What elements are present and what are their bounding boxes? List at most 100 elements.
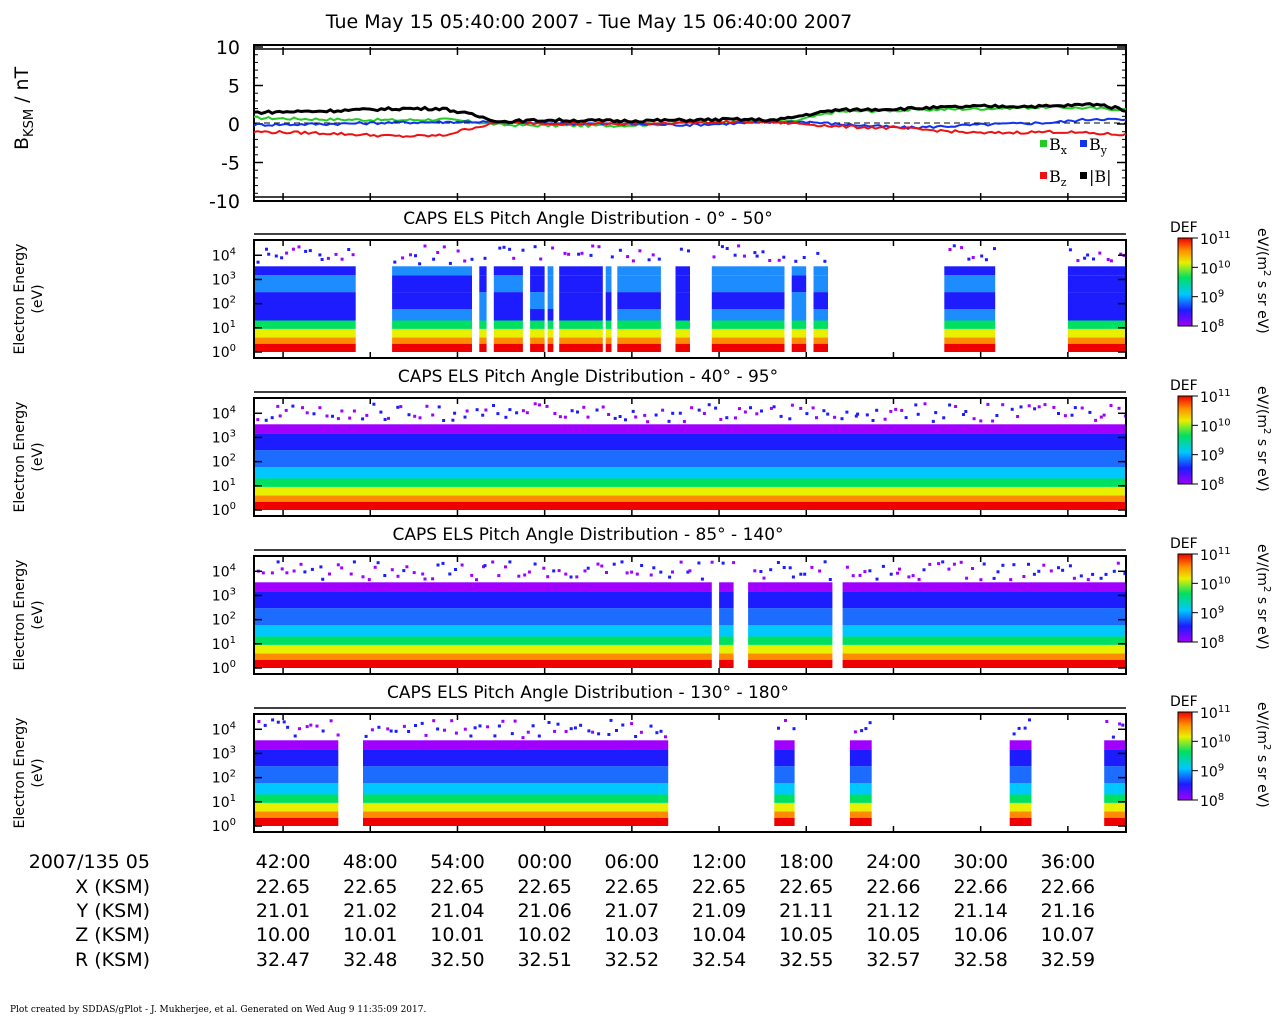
- spectrogram-cell: [1067, 328, 1126, 338]
- spectrogram-speckle: [570, 409, 574, 413]
- spectrogram-cell: [849, 794, 872, 803]
- spectrogram-cell: [547, 266, 554, 276]
- spectrogram-speckle: [583, 569, 587, 573]
- spectrogram-speckle: [631, 259, 635, 263]
- colorbar-tick-label: 109: [1200, 447, 1224, 465]
- spectrogram-speckle: [582, 405, 586, 409]
- colorbar-tick-label: 109: [1200, 605, 1224, 623]
- colorbar-tick-label: 1010: [1200, 259, 1231, 277]
- ephemeris-value: 22.65: [605, 876, 659, 898]
- spectrogram-cell: [944, 320, 996, 329]
- energy-tick-label: 103: [212, 428, 236, 446]
- spectrogram-cell: [254, 802, 339, 812]
- spectrogram-speckle: [734, 416, 737, 420]
- ephemeris-value: 32.50: [430, 949, 484, 971]
- spectrogram-speckle: [896, 571, 899, 575]
- spectrogram-cell: [559, 343, 603, 352]
- spectrogram-speckle: [521, 248, 525, 252]
- ephemeris-row-label: Z (KSM): [75, 924, 150, 946]
- spectrogram-speckle: [826, 412, 830, 416]
- time-tick-label: 06:00: [604, 851, 659, 873]
- spectrogram-speckle: [788, 566, 792, 570]
- spectrogram-speckle: [539, 257, 543, 261]
- colorbar-unit: eV/(m2 s sr eV): [1254, 386, 1272, 492]
- spectrogram-speckle: [492, 404, 495, 407]
- spectrogram-speckle: [1116, 561, 1120, 565]
- spectrogram-speckle: [486, 725, 490, 729]
- spectrogram-speckle: [510, 732, 514, 736]
- spectrogram-speckle: [587, 729, 591, 733]
- spectrogram-speckle: [788, 417, 792, 421]
- colorbar-tick-label: 108: [1200, 476, 1224, 494]
- spectrogram-speckle: [1099, 415, 1103, 419]
- spectrogram-speckle: [652, 566, 656, 570]
- spectrogram-speckle: [714, 406, 718, 410]
- spectrogram-speckle: [995, 414, 999, 417]
- spectrogram-cell: [719, 659, 734, 668]
- spectrogram-cell: [944, 266, 996, 276]
- spectrogram-speckle: [1118, 722, 1122, 726]
- spectrogram-speckle: [792, 727, 796, 731]
- spectrogram-speckle: [263, 723, 267, 727]
- spectrogram-cell: [617, 266, 661, 276]
- energy-tick-label: 102: [212, 611, 236, 629]
- spectrogram-speckle: [931, 419, 935, 423]
- spectrogram-speckle: [436, 251, 440, 254]
- spectrogram-cell: [254, 486, 1126, 496]
- spectrogram-cell: [254, 636, 712, 645]
- energy-tick-label: 102: [212, 453, 236, 471]
- spectrogram-speckle: [916, 412, 920, 416]
- spectrogram-speckle: [889, 572, 893, 576]
- spectrogram-speckle: [682, 420, 686, 423]
- spectrogram-speckle: [799, 406, 803, 410]
- spectrogram-frame: [253, 555, 1127, 675]
- spectrogram-speckle: [671, 411, 675, 415]
- spectrogram-cell: [363, 740, 669, 750]
- spectrogram-cell: [493, 337, 523, 344]
- spectrogram-speckle: [621, 723, 625, 727]
- spectrogram-cell: [392, 328, 472, 338]
- spectrogram-speckle: [527, 570, 531, 574]
- spectrogram-cell: [605, 266, 612, 276]
- spectrogram-speckle: [557, 569, 561, 573]
- spectrogram-speckle: [379, 410, 383, 414]
- spectrogram-speckle: [702, 412, 706, 415]
- spectrogram-speckle: [845, 565, 849, 569]
- spectrogram-speckle: [688, 569, 692, 573]
- spectrogram-speckle: [423, 577, 427, 581]
- spectrogram-speckle: [424, 733, 428, 737]
- spectrogram-speckle: [1088, 410, 1092, 414]
- spectrogram-speckle: [1037, 405, 1041, 409]
- spectrogram-speckle: [470, 573, 474, 577]
- spectrogram-speckle: [610, 255, 614, 259]
- spectrogram-speckle: [563, 251, 567, 255]
- plot-title: Tue May 15 05:40:00 2007 - Tue May 15 06…: [325, 11, 852, 33]
- spectrogram-speckle: [690, 406, 694, 410]
- spectrogram-speckle: [833, 415, 837, 419]
- energy-tick-label: 100: [212, 343, 236, 361]
- ephemeris-value: 22.66: [1041, 876, 1095, 898]
- spectrogram-speckle: [407, 730, 411, 733]
- spectrogram-speckle: [432, 719, 436, 723]
- spectrogram-speckle: [308, 249, 312, 253]
- spectrogram-speckle: [768, 259, 772, 262]
- energy-tick-label: 101: [212, 319, 236, 337]
- spectrogram-speckle: [304, 249, 308, 253]
- spectrogram-speckle: [318, 253, 322, 257]
- spectrogram-speckle: [620, 560, 624, 564]
- ephemeris-value: 32.48: [343, 949, 397, 971]
- energy-tick-label: 103: [212, 586, 236, 604]
- spectrogram-cell: [617, 337, 661, 344]
- spectrogram-speckle: [448, 572, 452, 576]
- spectrogram-cell: [363, 811, 669, 818]
- spectrogram-speckle: [443, 728, 446, 732]
- spectrogram-speckle: [917, 577, 921, 581]
- spectrogram-speckle: [276, 404, 280, 408]
- spectrogram-speckle: [567, 252, 571, 256]
- spectrogram-cell: [1009, 766, 1032, 783]
- spectrogram-speckle: [580, 251, 584, 255]
- spectrogram-speckle: [265, 247, 268, 251]
- spectrogram-cell: [254, 582, 712, 592]
- spectrogram-speckle: [450, 719, 454, 723]
- spectrogram-speckle: [478, 724, 482, 728]
